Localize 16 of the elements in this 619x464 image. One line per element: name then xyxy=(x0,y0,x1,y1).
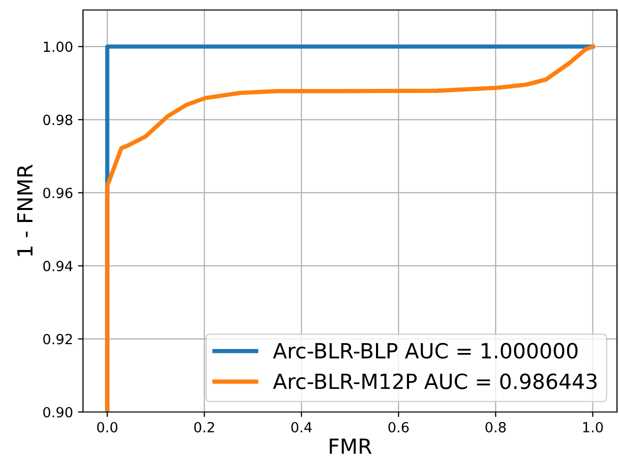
y-tick-label: 0.98 xyxy=(43,114,72,126)
x-tick-label: 1.0 xyxy=(583,422,603,432)
x-tick-label: 0.4 xyxy=(291,422,312,432)
legend-label: Arc-BLR-BLP AUC = 1.000000 xyxy=(272,342,578,359)
y-tick-label: 1.00 xyxy=(44,42,72,52)
x-tick-label: 0.2 xyxy=(194,422,214,432)
y-tick-label: 0.94 xyxy=(43,260,72,272)
x-tick-label: 0.0 xyxy=(97,422,118,432)
legend-label: Arc-BLR-M12P AUC = 0.986443 xyxy=(272,373,597,390)
x-tick-label: 0.6 xyxy=(388,422,409,432)
y-tick-label: 0.96 xyxy=(43,188,72,198)
y-tick-label: 0.90 xyxy=(43,406,72,418)
x-tick-label: 0.8 xyxy=(486,422,506,432)
x-axis-title: FMR xyxy=(330,438,372,454)
y-tick-label: 0.92 xyxy=(43,334,72,344)
y-axis-title: 1 - FNMR xyxy=(17,164,32,256)
